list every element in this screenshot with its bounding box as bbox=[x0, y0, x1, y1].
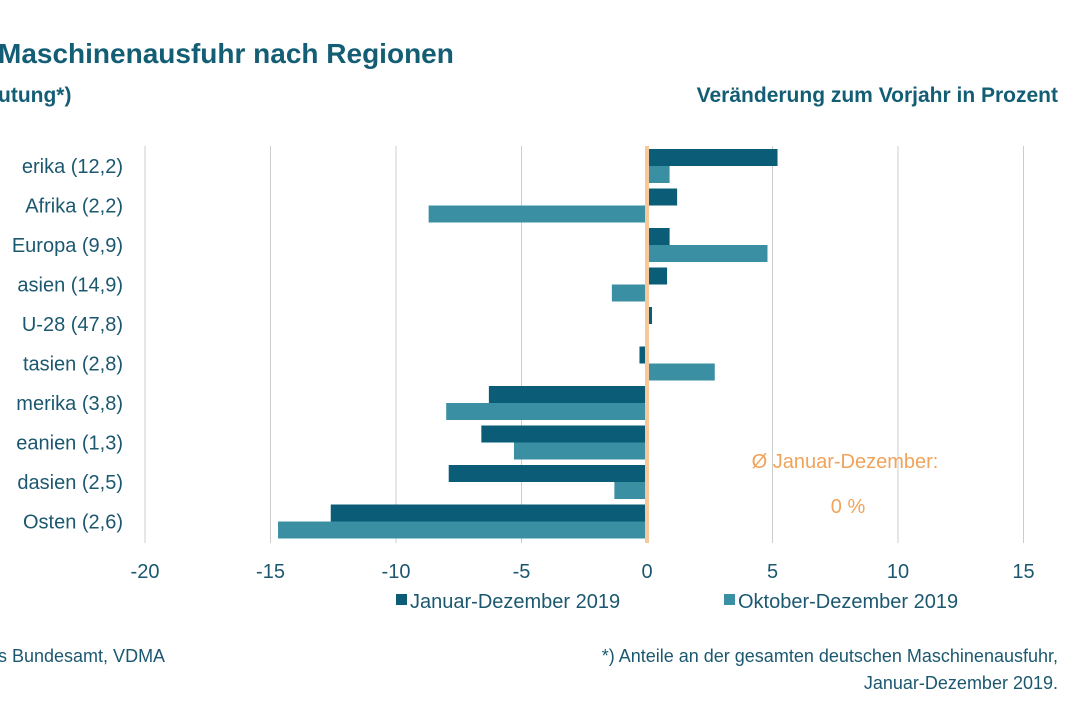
category-label: erika (12,2) bbox=[22, 156, 123, 178]
bar-series-1 bbox=[481, 425, 647, 443]
category-label: Europa (9,9) bbox=[12, 235, 123, 257]
x-tick-label: -5 bbox=[513, 561, 531, 583]
chart-subtitle-left: utung*) bbox=[0, 84, 72, 107]
category-label: U-28 (47,8) bbox=[22, 314, 123, 336]
x-tick-label: 15 bbox=[1012, 561, 1034, 583]
x-tick-label: -20 bbox=[131, 561, 160, 583]
bar-series-1 bbox=[330, 504, 647, 522]
footnote-line-1: *) Anteile an der gesamten deutschen Mas… bbox=[601, 646, 1058, 666]
category-label: tasien (2,8) bbox=[23, 354, 123, 376]
category-label: dasien (2,5) bbox=[17, 472, 123, 494]
category-label: eanien (1,3) bbox=[16, 433, 123, 455]
bar-series-2 bbox=[647, 166, 670, 183]
x-tick-label: -10 bbox=[382, 561, 411, 583]
bar-series-1 bbox=[647, 228, 670, 245]
legend-swatch-1 bbox=[396, 594, 407, 605]
bar-series-1 bbox=[647, 149, 778, 166]
bar-series-1 bbox=[647, 267, 668, 285]
x-tick-label: -15 bbox=[256, 561, 285, 583]
bar-series-2 bbox=[647, 363, 715, 381]
legend-label-2: Oktober-Dezember 2019 bbox=[738, 591, 958, 613]
category-label: merika (3,8) bbox=[16, 393, 123, 415]
footnote-line-2: Januar-Dezember 2019. bbox=[863, 673, 1058, 693]
chart-title: Maschinenausfuhr nach Regionen bbox=[0, 38, 454, 69]
x-tick-label: 0 bbox=[641, 561, 652, 583]
source-note: s Bundesamt, VDMA bbox=[0, 646, 166, 666]
annotation-label: Ø Januar-Dezember: bbox=[752, 451, 939, 473]
legend-label-1: Januar-Dezember 2019 bbox=[410, 591, 620, 613]
annotation-value: 0 % bbox=[831, 496, 866, 518]
bar-series-2 bbox=[278, 521, 647, 539]
bar-series-1 bbox=[647, 188, 678, 206]
bar-series-1 bbox=[639, 346, 647, 364]
bar-series-2 bbox=[611, 284, 647, 302]
bar-series-1 bbox=[488, 386, 647, 403]
bar-series-2 bbox=[446, 403, 647, 420]
chart-subtitle-right: Veränderung zum Vorjahr in Prozent bbox=[696, 84, 1058, 107]
bar-series-2 bbox=[428, 205, 647, 223]
bar-series-1 bbox=[448, 465, 647, 482]
bar-series-2 bbox=[614, 482, 647, 499]
category-label: asien (14,9) bbox=[17, 275, 123, 297]
legend-swatch-2 bbox=[724, 594, 735, 605]
bar-series-2 bbox=[647, 245, 768, 262]
x-tick-label: 5 bbox=[767, 561, 778, 583]
category-label: Afrika (2,2) bbox=[25, 196, 123, 218]
category-label: Osten (2,6) bbox=[23, 512, 123, 534]
bar-series-1 bbox=[647, 307, 653, 324]
x-tick-label: 10 bbox=[887, 561, 909, 583]
bar-series-2 bbox=[513, 442, 647, 460]
footnote: *) Anteile an der gesamten deutschen Mas… bbox=[602, 643, 1058, 697]
